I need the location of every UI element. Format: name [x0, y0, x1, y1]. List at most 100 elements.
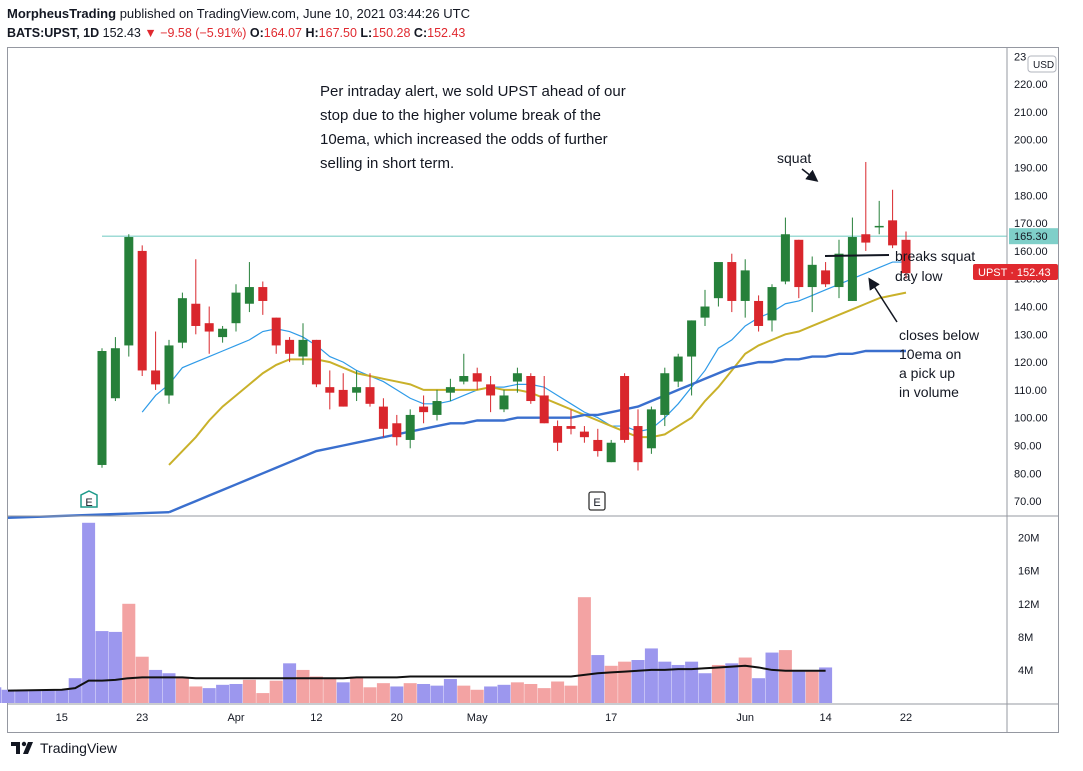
volume-bar: [564, 685, 578, 703]
candle: [888, 189, 898, 249]
candle: [392, 414, 402, 446]
candle-body: [861, 234, 871, 243]
candle-body: [218, 328, 228, 338]
low-value: 150.28: [372, 26, 411, 40]
price-tick-label: 140.00: [1014, 302, 1048, 314]
volume-bar: [738, 657, 752, 703]
volume-bar: [497, 684, 511, 703]
volume-bar: [765, 652, 779, 703]
volume-bar: [685, 661, 699, 703]
candle: [499, 389, 509, 413]
annotation-breaks: day low: [895, 268, 943, 284]
high-value: 167.50: [318, 26, 357, 40]
candle-body: [311, 339, 321, 385]
time-tick-label: 15: [56, 712, 68, 724]
volume-bar: [631, 660, 645, 703]
candle-body: [124, 237, 134, 346]
price-tick-label: 210.00: [1014, 107, 1048, 119]
time-tick-label: 22: [900, 712, 912, 724]
candle-body: [901, 239, 911, 274]
volume-bar: [792, 671, 806, 703]
publish-line: MorpheusTrading published on TradingView…: [7, 6, 470, 21]
symbol-legend: BATS:UPST, 1D 152.43 ▼ −9.58 (−5.91%) O:…: [7, 26, 465, 40]
candle-body: [244, 287, 254, 304]
footer-brand[interactable]: TradingView: [40, 740, 118, 756]
candle-body: [553, 426, 563, 443]
candle-body: [392, 423, 402, 438]
candle-body: [606, 442, 616, 463]
publish-text: published on TradingView.com, June 10, 2…: [119, 6, 470, 21]
candle-body: [97, 350, 107, 465]
candle-body: [700, 306, 710, 318]
candle-body: [499, 395, 509, 410]
price-tick-label: 200.00: [1014, 135, 1048, 147]
candle-body: [285, 339, 295, 354]
candle-body: [298, 339, 308, 357]
candle-body: [566, 426, 576, 429]
candle: [124, 234, 134, 357]
price-tick-label: 180.00: [1014, 190, 1048, 202]
sma50-line-lead: [7, 511, 170, 519]
volume-bar: [242, 679, 256, 703]
candle: [539, 376, 549, 424]
candle-body: [660, 373, 670, 415]
candle: [821, 262, 831, 288]
volume-bar: [202, 688, 216, 703]
candle-body: [445, 387, 455, 393]
candle: [901, 231, 911, 279]
volume-bar: [28, 689, 42, 703]
candle: [472, 367, 482, 390]
volume-bar: [725, 663, 739, 703]
volume-bar: [15, 689, 29, 703]
volume-bar: [1, 689, 15, 703]
volume-bar: [296, 669, 310, 703]
volume-bar: [537, 688, 551, 703]
candle-body: [673, 356, 683, 382]
volume-bar: [175, 677, 189, 703]
candle: [526, 373, 536, 404]
volume-bar: [403, 683, 417, 703]
annotation-main-line: stop due to the higher volume break of t…: [320, 107, 601, 124]
candle: [633, 409, 643, 471]
volume-bar: [149, 669, 163, 703]
squat-low-line: [824, 254, 890, 257]
symbol-label[interactable]: BATS:UPST, 1D: [7, 26, 100, 40]
candle-body: [258, 287, 268, 301]
candle-body: [365, 387, 375, 404]
volume-bar: [309, 676, 323, 703]
annotation-main-line: 10ema, which increased the odds of furth…: [320, 131, 608, 148]
sma50-line: [168, 349, 906, 514]
volume-tick-label: 20M: [1018, 533, 1039, 545]
candle: [727, 253, 737, 313]
level-badge-text: 165.30: [1014, 231, 1048, 243]
candle-body: [593, 439, 603, 452]
candle: [874, 200, 884, 235]
candle-body: [888, 220, 898, 246]
candle-body: [633, 426, 643, 463]
volume-bar: [189, 686, 203, 703]
volume-bar: [551, 681, 565, 703]
candle: [767, 284, 777, 332]
candle-body: [539, 395, 549, 424]
annotation-squat: squat: [777, 150, 811, 166]
candle-body: [794, 239, 804, 288]
ema10-line: [141, 261, 906, 433]
candle-body: [419, 406, 429, 413]
candle: [553, 420, 563, 452]
earnings-marker-shape: [80, 490, 98, 508]
volume-average-line: [7, 664, 826, 692]
candle-body: [177, 298, 187, 343]
candle: [646, 406, 656, 454]
annotation-main-line: Per intraday alert, we sold UPST ahead o…: [320, 83, 626, 100]
candle-body: [767, 287, 777, 321]
candle: [687, 320, 697, 396]
volume-bar: [752, 678, 766, 703]
candle: [606, 439, 616, 463]
candle-body: [151, 370, 161, 385]
axes: 70.00 80.00 90.00 100.00 110.00 120.00 130.00 1…: [8, 48, 1058, 732]
candle: [847, 217, 857, 301]
publisher-name[interactable]: MorpheusTrading: [7, 6, 117, 21]
squat-arrow: [801, 168, 819, 182]
candle: [244, 262, 254, 313]
